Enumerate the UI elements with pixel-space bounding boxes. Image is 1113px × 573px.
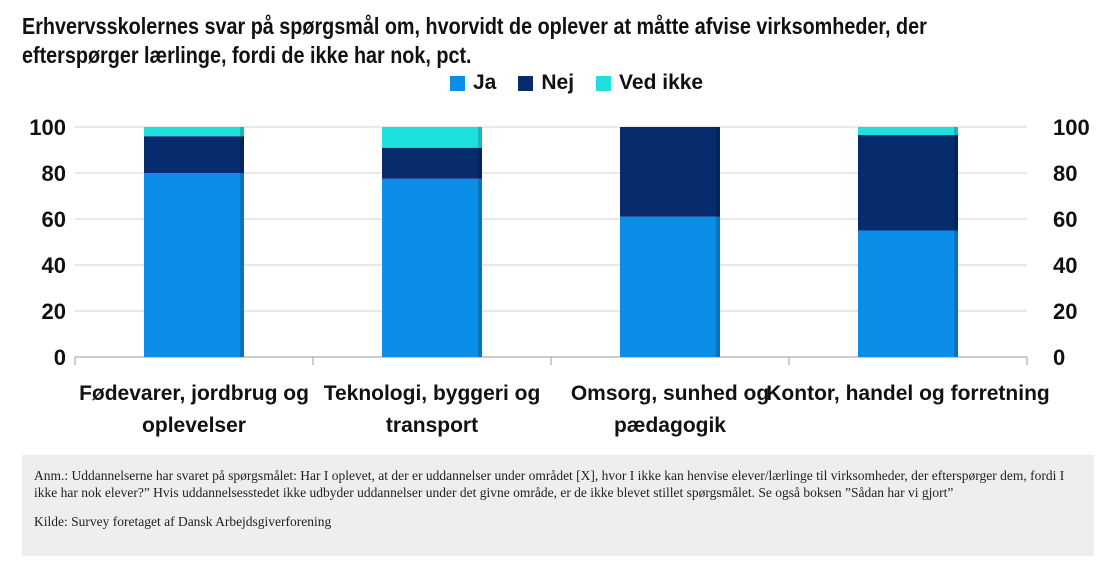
legend-swatch-nej xyxy=(518,75,534,91)
legend-swatch-ja xyxy=(450,75,465,91)
chart-title: Erhvervsskolernes svar på spørgsmål om, … xyxy=(22,13,927,68)
bar-nej-1 xyxy=(382,147,482,179)
y-tick-left-100: 100 xyxy=(29,115,66,140)
y-tick-right-80: 80 xyxy=(1053,161,1077,186)
bar-shade-2-3 xyxy=(954,127,958,136)
y-tick-left-80: 80 xyxy=(42,161,66,186)
legend-item-ja: Ja xyxy=(450,71,496,95)
legend-item-nej: Nej xyxy=(518,71,574,95)
y-tick-left-40: 40 xyxy=(42,253,66,278)
y-tick-left-20: 20 xyxy=(42,299,66,324)
x-tick-label-2-1: pædagogik xyxy=(614,414,726,437)
y-tick-left-0: 0 xyxy=(54,345,66,370)
bar-shade-1-3 xyxy=(954,135,958,231)
bar-ved-ikke-0 xyxy=(144,127,244,137)
bar-shade-0-3 xyxy=(954,230,958,357)
bar-shade-0-2 xyxy=(716,216,720,357)
legend-label-ja: Ja xyxy=(473,71,497,94)
y-tick-right-20: 20 xyxy=(1053,299,1077,324)
bar-ja-1 xyxy=(382,178,482,357)
legend-swatch-ved-ikke xyxy=(596,75,612,91)
bar-ja-2 xyxy=(620,216,720,357)
bar-shade-0-1 xyxy=(478,178,482,357)
stacked-bar-chart: 0 0 20 20 40 40 60 60 80 80 100 100 Fødevarer, jordb… xyxy=(29,115,1090,437)
x-tick-label-0-1: oplevelser xyxy=(142,414,246,437)
bar-ja-3 xyxy=(858,230,958,357)
bar-ved-ikke-1 xyxy=(382,127,482,148)
legend-label-nej: Nej xyxy=(541,71,575,94)
y-tick-right-0: 0 xyxy=(1053,345,1065,370)
y-tick-right-60: 60 xyxy=(1053,207,1077,232)
note-box: Anm.: Uddannelserne har svaret på spørgs… xyxy=(22,455,1094,556)
note-text: Anm.: Uddannelserne har svaret på spørgs… xyxy=(34,468,1065,500)
bar-shade-2-0 xyxy=(240,127,244,137)
bar-ja-0 xyxy=(144,173,244,357)
bar-nej-0 xyxy=(144,136,244,173)
bar-nej-3 xyxy=(858,135,958,231)
y-tick-left-60: 60 xyxy=(42,207,66,232)
bar-shade-0-0 xyxy=(240,173,244,357)
y-tick-right-40: 40 xyxy=(1053,253,1077,278)
bar-shade-1-1 xyxy=(478,147,482,179)
bar-ved-ikke-3 xyxy=(858,127,958,136)
bar-shade-1-2 xyxy=(716,127,720,217)
x-tick-label-2-0: Omsorg, sunhed og xyxy=(571,382,769,405)
legend: Ja Nej Ved ikke xyxy=(450,70,725,96)
y-tick-right-100: 100 xyxy=(1053,115,1090,140)
x-tick-label-0-0: Fødevarer, jordbrug og xyxy=(79,382,309,405)
x-tick-label-1-0: Teknologi, byggeri og xyxy=(324,382,541,405)
bar-nej-2 xyxy=(620,127,720,217)
legend-label-ved-ikke: Ved ikke xyxy=(619,71,704,94)
x-tick-label-3-0: Kontor, handel og forretning xyxy=(766,382,1049,405)
x-tick-label-1-1: transport xyxy=(386,414,478,437)
bar-shade-1-0 xyxy=(240,136,244,173)
source-text: Kilde: Survey foretaget af Dansk Arbejds… xyxy=(34,514,332,529)
bar-shade-2-1 xyxy=(478,127,482,148)
legend-item-ved-ikke: Ved ikke xyxy=(596,71,703,95)
